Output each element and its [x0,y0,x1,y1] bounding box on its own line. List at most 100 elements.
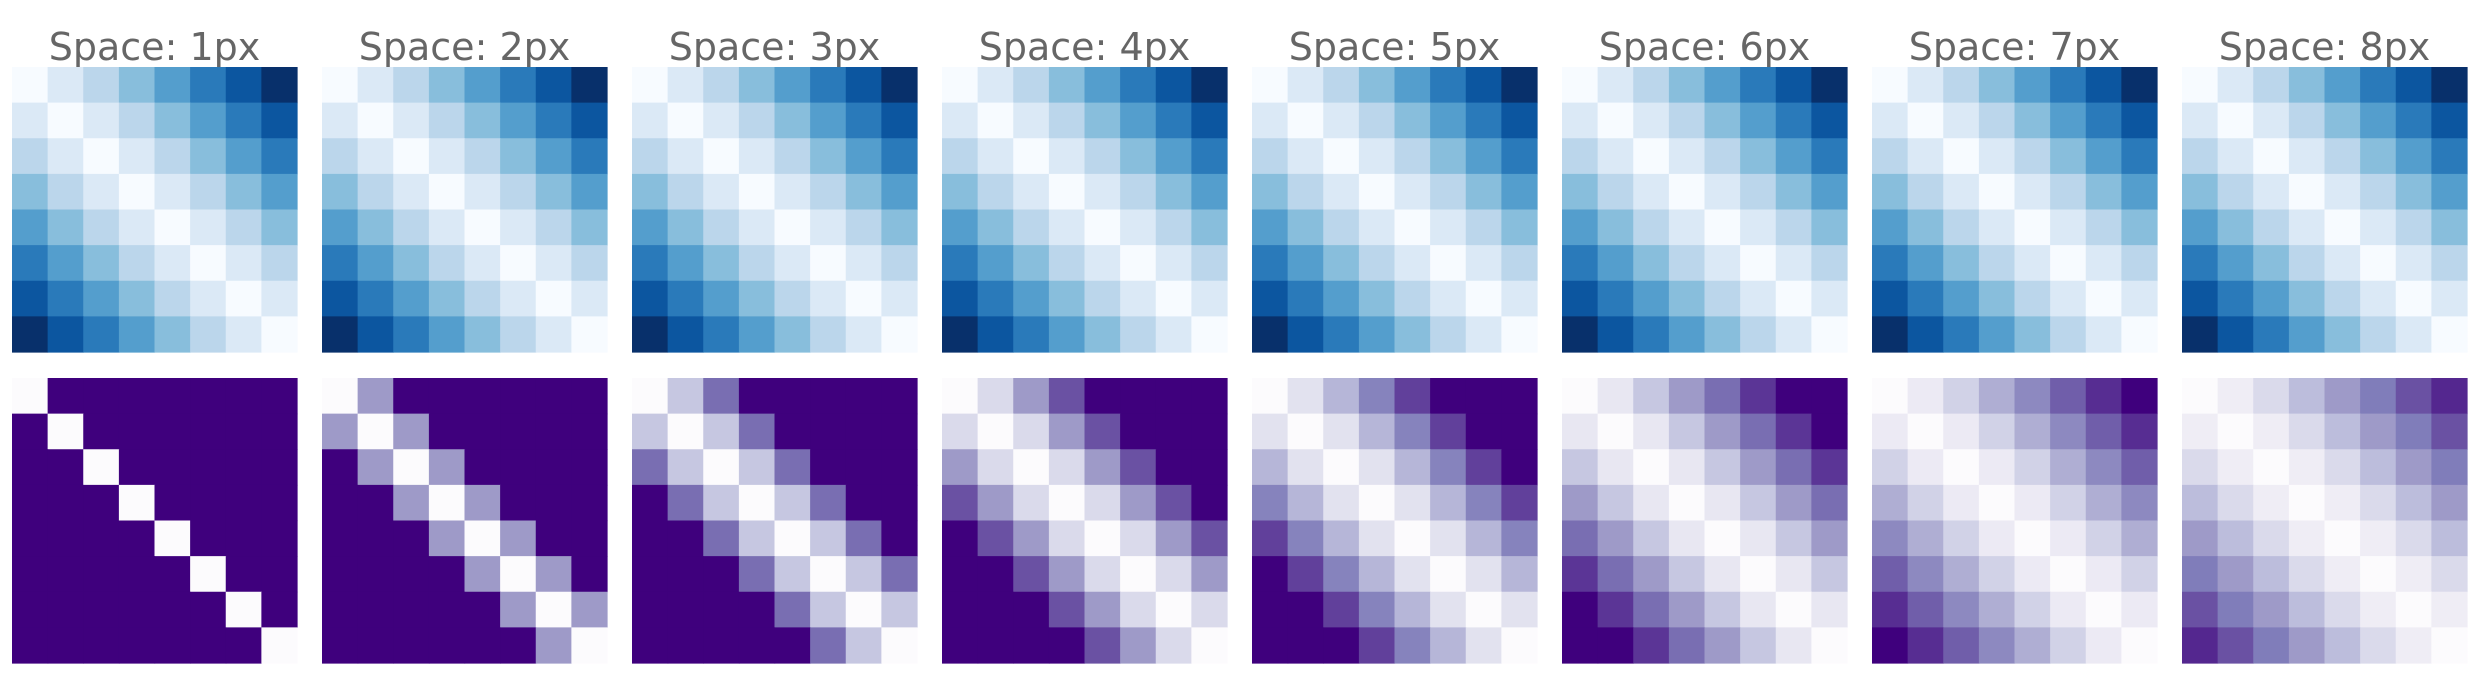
heatmap-cell [667,245,704,282]
heatmap-cell [1775,209,1812,246]
heatmap-cell [1084,316,1121,353]
heatmap-cell [1358,280,1396,317]
heatmap-cell [738,102,776,139]
heatmap-cell [1155,173,1192,211]
heatmap-cell [1633,67,1670,104]
heatmap-cell [2253,209,2290,246]
heatmap-cell [1943,173,1980,211]
heatmap-cell [47,67,84,104]
heatmap-cell [535,413,572,450]
heatmap-cell [225,280,262,317]
heatmap-cell [12,280,49,317]
heatmap-cell [322,484,359,522]
heatmap-cell [118,280,156,317]
heatmap-cell [500,209,537,246]
heatmap-cell [632,591,669,628]
heatmap-cell [774,556,811,593]
heatmap-cell [881,449,918,486]
heatmap-cell [1252,245,1289,282]
heatmap-cell [83,209,120,246]
heatmap-cell [428,102,466,139]
heatmap-cell [322,591,359,628]
heatmap-cell [357,209,394,246]
heatmap-panel [942,67,1228,353]
heatmap-cell [322,378,359,415]
heatmap-cell [1155,378,1192,415]
heatmap-cell [1740,138,1777,175]
heatmap-cell [464,556,501,593]
heatmap-cell [357,245,394,282]
heatmap-cell [1704,245,1741,282]
heatmap-cell [1013,102,1050,139]
heatmap-cell [1048,138,1086,175]
heatmap-cell [1978,173,2016,211]
heatmap-cell [942,138,979,175]
heatmap-cell [1704,138,1741,175]
heatmap-cell [500,102,537,139]
heatmap-cell [1775,67,1812,104]
heatmap-cell [2431,280,2468,317]
heatmap-cell [1501,627,1538,664]
heatmap-cell [632,280,669,317]
heatmap-cell [632,627,669,664]
heatmap-cell [2431,67,2468,104]
heatmap-cell [322,520,359,557]
heatmap-cell [2217,413,2254,450]
heatmap-cell [12,627,49,664]
heatmap-cell [942,591,979,628]
heatmap-cell [1358,556,1396,593]
heatmap-cell [703,378,740,415]
heatmap-cell [881,378,918,415]
heatmap-cell [2121,245,2158,282]
heatmap-cell [881,102,918,139]
heatmap-cell [1740,627,1777,664]
heatmap-cell [1872,484,1909,522]
heatmap-cell [2217,520,2254,557]
heatmap-cell [261,173,298,211]
heatmap-cell [2014,591,2051,628]
heatmap-cell [2253,520,2290,557]
heatmap-cell [261,209,298,246]
heatmap-cell [1120,316,1157,353]
heatmap-cell [225,316,262,353]
heatmap-cell [1597,173,1634,211]
heatmap-cell [571,378,608,415]
heatmap-cell [154,413,191,450]
heatmap-cell [1048,245,1086,282]
heatmap-cell [1252,413,1289,450]
heatmap-cell [261,245,298,282]
heatmap-cell [1394,520,1431,557]
heatmap-cell [1323,209,1360,246]
heatmap-cell [2288,413,2326,450]
heatmap-cell [1287,102,1324,139]
heatmap-cell [393,413,430,450]
heatmap-cell [1740,316,1777,353]
heatmap-cell [738,378,776,415]
heatmap-cell [810,378,847,415]
heatmap-cell [464,67,501,104]
heatmap-cell [393,556,430,593]
heatmap-cell [1907,449,1944,486]
heatmap-cell [1430,138,1467,175]
heatmap-cell [1287,520,1324,557]
heatmap-cell [2121,102,2158,139]
heatmap-cell [2360,520,2397,557]
heatmap-cell [2253,484,2290,522]
heatmap-cell [83,520,120,557]
heatmap-cell [1155,67,1192,104]
heatmap-cell [942,413,979,450]
heatmap-cell [535,138,572,175]
heatmap-cell [571,484,608,522]
heatmap-cell [2395,556,2432,593]
heatmap-cell [1191,138,1228,175]
heatmap-cell [261,280,298,317]
heatmap-cell [393,449,430,486]
heatmap-cell [118,627,156,664]
heatmap-cell [118,378,156,415]
heatmap-cell [571,138,608,175]
heatmap-cell [500,520,537,557]
heatmap-cell [1668,591,1706,628]
heatmap-cell [1191,591,1228,628]
heatmap-cell [2085,138,2122,175]
heatmap-cell [2431,173,2468,211]
